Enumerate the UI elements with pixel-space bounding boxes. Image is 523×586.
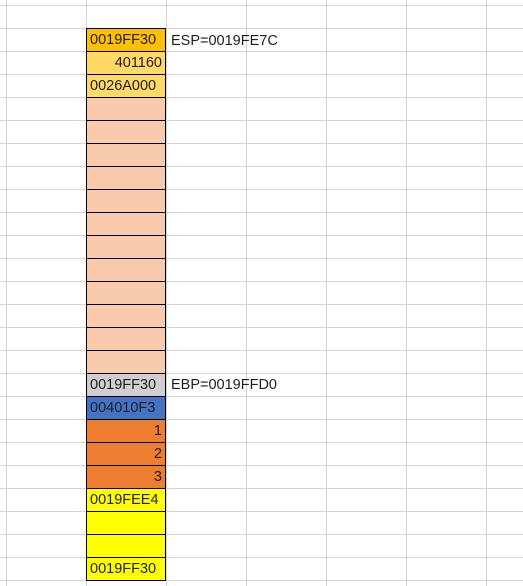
- stack-cell[interactable]: [86, 190, 166, 213]
- stack-cell[interactable]: [86, 512, 166, 535]
- stack-cell[interactable]: 0019FF30: [86, 558, 166, 581]
- stack-cell[interactable]: 004010F3: [86, 397, 166, 420]
- ebp-annotation-cell[interactable]: EBP=0019FFD0: [171, 377, 277, 393]
- stack-column: 0019FF30 401160 0026A000 0019FF30 004010F3 1 2…: [86, 28, 166, 581]
- stack-cell[interactable]: 401160: [86, 52, 166, 75]
- stack-cell[interactable]: [86, 328, 166, 351]
- stack-cell[interactable]: [86, 305, 166, 328]
- stack-cell[interactable]: [86, 121, 166, 144]
- stack-cell[interactable]: 3: [86, 466, 166, 489]
- stack-cell[interactable]: [86, 213, 166, 236]
- stack-cell[interactable]: [86, 259, 166, 282]
- stack-cell[interactable]: [86, 98, 166, 121]
- stack-cell[interactable]: [86, 236, 166, 259]
- stack-cell[interactable]: 1: [86, 420, 166, 443]
- stack-cell[interactable]: [86, 351, 166, 374]
- stack-cell[interactable]: 0019FF30: [86, 374, 166, 397]
- stack-cell[interactable]: [86, 535, 166, 558]
- stack-cell[interactable]: [86, 144, 166, 167]
- stack-cell[interactable]: 0019FEE4: [86, 489, 166, 512]
- stack-cell[interactable]: 2: [86, 443, 166, 466]
- esp-annotation-cell[interactable]: ESP=0019FE7C: [171, 33, 278, 49]
- stack-cell[interactable]: [86, 282, 166, 305]
- stack-cell[interactable]: 0019FF30: [86, 28, 166, 52]
- stack-cell[interactable]: 0026A000: [86, 75, 166, 98]
- stack-cell[interactable]: [86, 167, 166, 190]
